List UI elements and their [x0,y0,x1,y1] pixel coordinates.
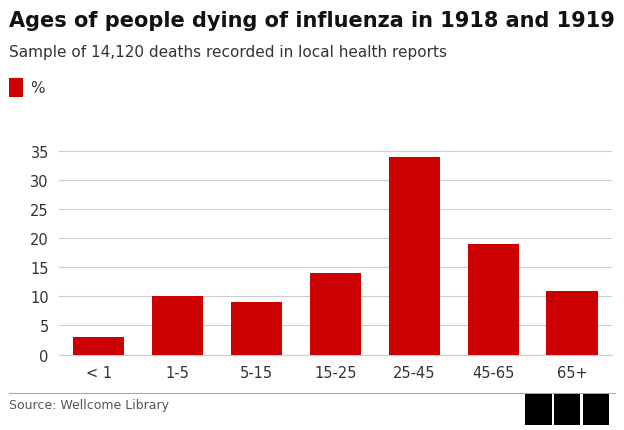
Text: Source: Wellcome Library: Source: Wellcome Library [9,398,169,411]
Bar [547,291,598,355]
Text: C: C [591,402,601,416]
Text: Ages of people dying of influenza in 1918 and 1919: Ages of people dying of influenza in 191… [9,11,615,31]
Bar [389,157,440,355]
Text: B: B [533,402,544,416]
Bar [231,302,282,355]
Text: B: B [562,402,573,416]
Bar [310,273,361,355]
Bar [152,297,203,355]
Bar [73,337,124,355]
Bar [467,244,519,355]
Text: Sample of 14,120 deaths recorded in local health reports: Sample of 14,120 deaths recorded in loca… [9,45,447,60]
Text: %: % [31,81,45,95]
